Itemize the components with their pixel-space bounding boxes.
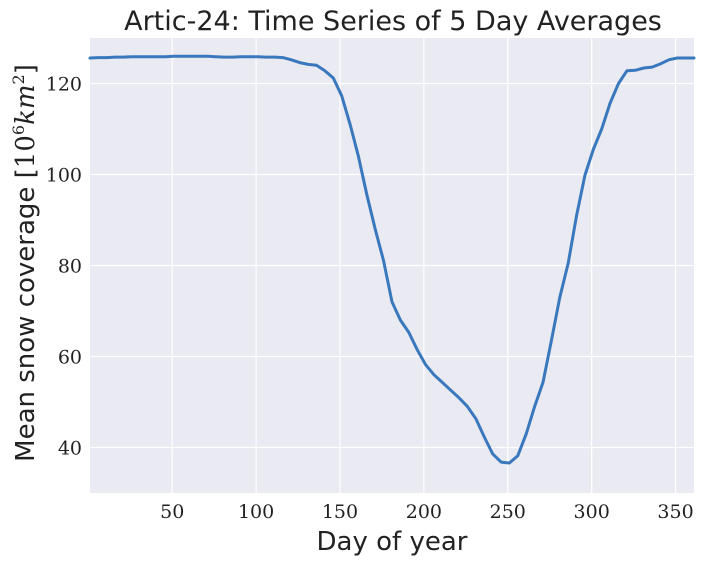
x-tick-label: 350 [657, 501, 693, 523]
y-tick-labels: 40 60 80 100 120 [46, 74, 82, 460]
y-tick-label: 120 [46, 74, 82, 96]
series-layer [88, 54, 696, 465]
series-line [88, 54, 696, 465]
y-axis-unit-exp: 6 [9, 125, 28, 135]
y-gridlines [90, 82, 694, 449]
y-tick-label: 80 [58, 256, 82, 278]
x-tick-labels: 50 100 150 200 250 300 350 [160, 501, 694, 523]
y-axis-unit-base: 10 [11, 135, 41, 168]
x-tick-label: 250 [490, 501, 526, 523]
x-tick-label: 100 [238, 501, 274, 523]
y-tick-label: 60 [58, 347, 82, 369]
x-tick-label: 200 [406, 501, 442, 523]
y-tick-label: 40 [58, 438, 82, 460]
chart-title: Artic-24: Time Series of 5 Day Averages [124, 6, 662, 37]
y-axis-unit-km: km [11, 84, 41, 124]
y-axis-label-text: Mean snow coverage [ [11, 168, 41, 462]
y-tick-label: 100 [46, 165, 82, 187]
x-tick-label: 50 [160, 501, 184, 523]
y-axis-label-close: ] [11, 64, 41, 74]
y-axis-label: Mean snow coverage [106km2] [9, 64, 41, 462]
x-axis-label: Day of year [317, 527, 468, 557]
y-axis-unit-km-exp: 2 [9, 74, 28, 84]
x-tick-label: 150 [322, 501, 358, 523]
x-tick-label: 300 [574, 501, 610, 523]
